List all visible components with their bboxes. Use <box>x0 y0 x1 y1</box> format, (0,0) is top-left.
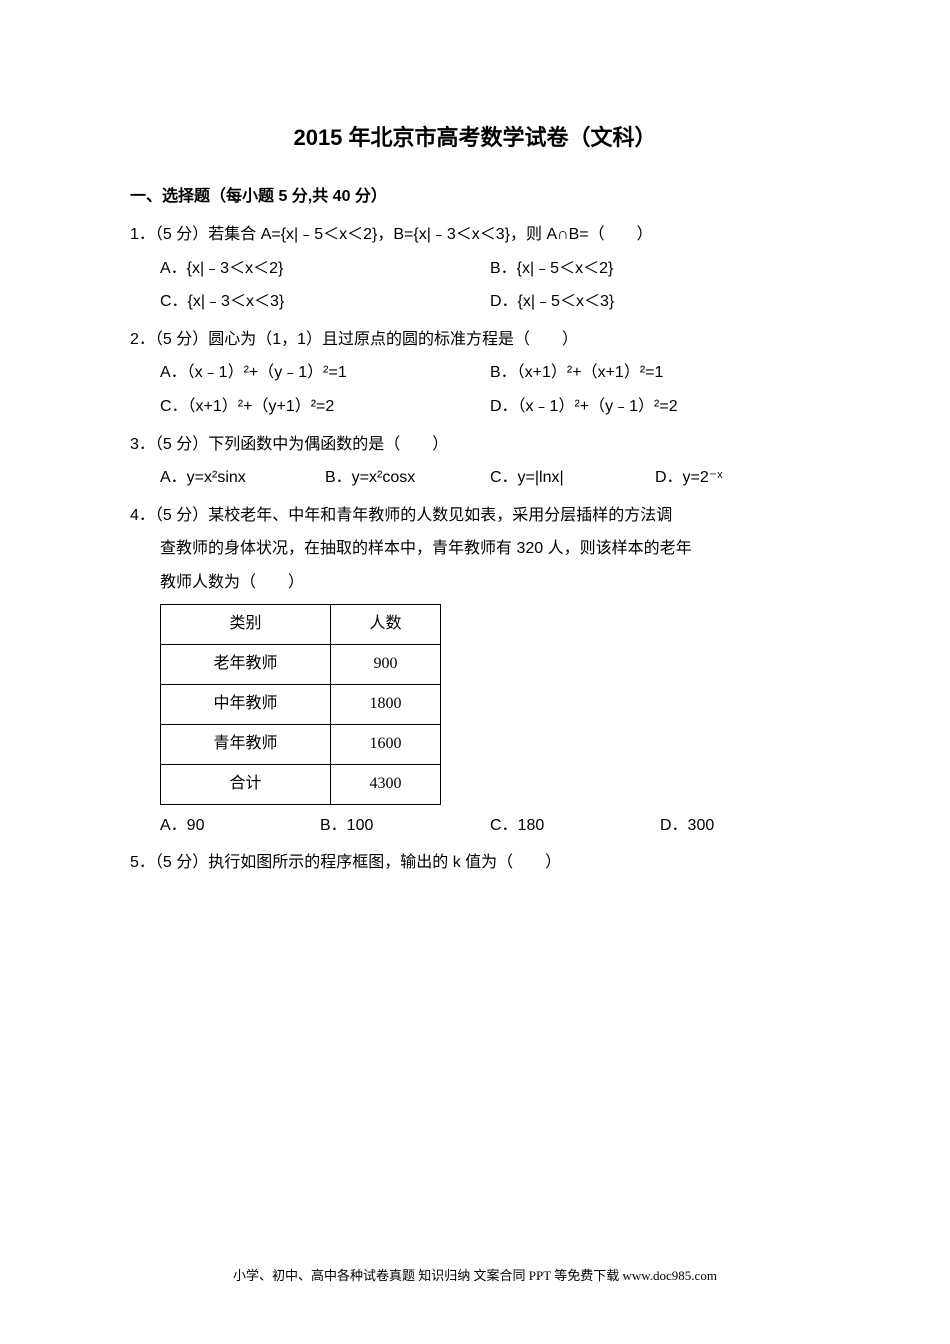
q4-option-c: C．180 <box>490 809 660 843</box>
q3-options: A．y=x²sinx B．y=x²cosx C．y=|lnx| D．y=2⁻ˣ <box>130 461 820 495</box>
q2-option-d: D．（x﹣1）²+（y﹣1）²=2 <box>490 390 820 424</box>
q1-option-a: A．{x|﹣3＜x＜2} <box>160 252 490 286</box>
q4-stem-line1: 4．（5 分）某校老年、中年和青年教师的人数见如表，采用分层插样的方法调 <box>130 499 820 533</box>
q4-option-b: B．100 <box>320 809 490 843</box>
q2-stem: 2．（5 分）圆心为（1，1）且过原点的圆的标准方程是（ ） <box>130 323 820 357</box>
q4-table: 类别 人数 老年教师 900 中年教师 1800 青年教师 1600 合计 43… <box>160 604 441 805</box>
q2-option-c: C．（x+1）²+（y+1）²=2 <box>160 390 490 424</box>
q1-row-cd: C．{x|﹣3＜x＜3} D．{x|﹣5＜x＜3} <box>130 285 820 319</box>
q5-stem: 5．（5 分）执行如图所示的程序框图，输出的 k 值为（ ） <box>130 846 820 880</box>
section-heading: 一、选择题（每小题 5 分,共 40 分） <box>130 182 820 206</box>
q1-option-b: B．{x|﹣5＜x＜2} <box>490 252 820 286</box>
question-3: 3．（5 分）下列函数中为偶函数的是（ ） A．y=x²sinx B．y=x²c… <box>130 428 820 495</box>
question-5: 5．（5 分）执行如图所示的程序框图，输出的 k 值为（ ） <box>130 846 820 880</box>
q4-option-a: A．90 <box>160 809 320 843</box>
page-title: 2015 年北京市高考数学试卷（文科） <box>130 120 820 152</box>
q4-stem-line3: 教师人数为（ ） <box>130 566 820 600</box>
table-row: 类别 人数 <box>161 604 441 644</box>
table-header-category: 类别 <box>161 604 331 644</box>
q1-option-d: D．{x|﹣5＜x＜3} <box>490 285 820 319</box>
q4-options: A．90 B．100 C．180 D．300 <box>130 809 820 843</box>
q1-stem: 1．（5 分）若集合 A={x|﹣5＜x＜2}，B={x|﹣3＜x＜3}，则 A… <box>130 218 820 252</box>
table-cell: 4300 <box>331 764 441 804</box>
q3-stem: 3．（5 分）下列函数中为偶函数的是（ ） <box>130 428 820 462</box>
q3-option-b: B．y=x²cosx <box>325 461 490 495</box>
q4-stem-line2: 查教师的身体状况，在抽取的样本中，青年教师有 320 人，则该样本的老年 <box>130 532 820 566</box>
q2-option-b: B．（x+1）²+（x+1）²=1 <box>490 356 820 390</box>
q2-row-ab: A．（x﹣1）²+（y﹣1）²=1 B．（x+1）²+（x+1）²=1 <box>130 356 820 390</box>
table-row: 青年教师 1600 <box>161 724 441 764</box>
table-cell: 900 <box>331 644 441 684</box>
page-footer: 小学、初中、高中各种试卷真题 知识归纳 文案合同 PPT 等免费下载 www.d… <box>0 1265 950 1284</box>
q3-option-d: D．y=2⁻ˣ <box>655 461 820 495</box>
table-row: 老年教师 900 <box>161 644 441 684</box>
question-4: 4．（5 分）某校老年、中年和青年教师的人数见如表，采用分层插样的方法调 查教师… <box>130 499 820 842</box>
table-cell: 中年教师 <box>161 684 331 724</box>
table-row: 中年教师 1800 <box>161 684 441 724</box>
table-header-count: 人数 <box>331 604 441 644</box>
q2-row-cd: C．（x+1）²+（y+1）²=2 D．（x﹣1）²+（y﹣1）²=2 <box>130 390 820 424</box>
table-cell: 合计 <box>161 764 331 804</box>
table-row: 合计 4300 <box>161 764 441 804</box>
question-1: 1．（5 分）若集合 A={x|﹣5＜x＜2}，B={x|﹣3＜x＜3}，则 A… <box>130 218 820 319</box>
q3-option-c: C．y=|lnx| <box>490 461 655 495</box>
q2-option-a: A．（x﹣1）²+（y﹣1）²=1 <box>160 356 490 390</box>
table-cell: 青年教师 <box>161 724 331 764</box>
q1-row-ab: A．{x|﹣3＜x＜2} B．{x|﹣5＜x＜2} <box>130 252 820 286</box>
q3-option-a: A．y=x²sinx <box>160 461 325 495</box>
question-2: 2．（5 分）圆心为（1，1）且过原点的圆的标准方程是（ ） A．（x﹣1）²+… <box>130 323 820 424</box>
q1-option-c: C．{x|﹣3＜x＜3} <box>160 285 490 319</box>
table-cell: 1600 <box>331 724 441 764</box>
q4-option-d: D．300 <box>660 809 800 843</box>
table-cell: 老年教师 <box>161 644 331 684</box>
table-cell: 1800 <box>331 684 441 724</box>
